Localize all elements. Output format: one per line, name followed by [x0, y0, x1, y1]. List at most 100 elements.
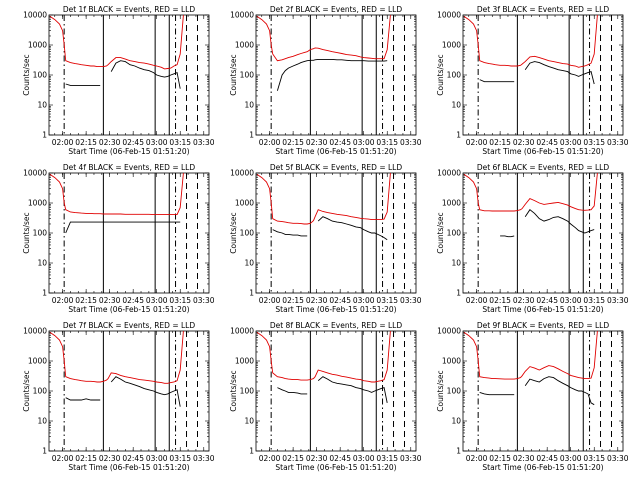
- y-tick-label: 1: [249, 289, 254, 298]
- y-tick-label: 10: [244, 259, 254, 268]
- x-tick-label: 02:15: [282, 138, 304, 147]
- x-axis-label: Start Time (06-Feb-15 01:51:20): [68, 463, 189, 472]
- x-tick-label: 02:45: [536, 138, 558, 147]
- y-tick-label: 1000: [442, 199, 461, 208]
- x-axis-label: Start Time (06-Feb-15 01:51:20): [275, 463, 396, 472]
- x-tick-label: 03:15: [169, 454, 191, 463]
- y-tick-label: 1: [42, 289, 47, 298]
- y-tick-label: 10000: [437, 327, 461, 336]
- x-tick-label: 02:30: [99, 454, 121, 463]
- x-tick-label: 02:30: [513, 454, 535, 463]
- x-tick-label: 02:45: [122, 138, 144, 147]
- x-tick-label: 02:00: [52, 454, 74, 463]
- x-tick-label: 03:30: [607, 296, 629, 305]
- y-tick-label: 10000: [230, 169, 254, 178]
- x-axis-label: Start Time (06-Feb-15 01:51:20): [68, 305, 189, 314]
- y-tick-label: 100: [447, 387, 462, 396]
- y-tick-label: 100: [33, 71, 48, 80]
- y-tick-label: 1000: [235, 199, 254, 208]
- x-tick-label: 03:15: [583, 296, 605, 305]
- plot-frame: [255, 172, 417, 294]
- y-axis-label: Counts/sec: [229, 212, 238, 253]
- x-axis-label: Start Time (06-Feb-15 01:51:20): [482, 147, 603, 156]
- plot-frame: [462, 172, 624, 294]
- y-tick-label: 1000: [442, 41, 461, 50]
- events-series-line: [65, 221, 181, 234]
- chart-title: Det 4f BLACK = Events, RED = LLD: [63, 163, 196, 172]
- y-tick-label: 1000: [442, 357, 461, 366]
- plot-frame: [462, 330, 624, 452]
- x-tick-label: 02:15: [282, 296, 304, 305]
- y-tick-label: 1000: [28, 357, 47, 366]
- y-tick-label: 1: [456, 447, 461, 456]
- x-tick-label: 02:15: [75, 138, 97, 147]
- chart-title: Det 5f BLACK = Events, RED = LLD: [270, 163, 403, 172]
- x-tick-label: 03:15: [169, 138, 191, 147]
- x-tick-label: 03:30: [193, 454, 215, 463]
- lld-series-line: [49, 172, 184, 216]
- events-series-line: [272, 216, 388, 241]
- lld-series-line: [49, 14, 184, 70]
- y-tick-label: 1000: [235, 41, 254, 50]
- y-tick-label: 1: [456, 131, 461, 140]
- x-tick-label: 02:15: [75, 296, 97, 305]
- x-tick-label: 03:30: [607, 138, 629, 147]
- x-tick-label: 03:00: [353, 454, 375, 463]
- x-axis-label: Start Time (06-Feb-15 01:51:20): [68, 147, 189, 156]
- chart-panel: Det 2f BLACK = Events, RED = LLD 1 10 100 10…: [229, 5, 422, 156]
- x-tick-label: 03:30: [400, 454, 422, 463]
- y-tick-label: 10000: [23, 327, 47, 336]
- chart-title: Det 3f BLACK = Events, RED = LLD: [477, 5, 610, 14]
- y-axis-label: Counts/sec: [22, 54, 31, 95]
- x-tick-label: 02:30: [306, 454, 328, 463]
- x-tick-label: 03:30: [193, 138, 215, 147]
- x-tick-label: 02:15: [75, 454, 97, 463]
- x-tick-label: 02:00: [259, 138, 281, 147]
- lld-series-line: [256, 330, 391, 383]
- y-tick-label: 10000: [23, 11, 47, 20]
- x-tick-label: 02:30: [513, 138, 535, 147]
- y-axis-label: Counts/sec: [229, 370, 238, 411]
- chart-panel: Det 4f BLACK = Events, RED = LLD 1 10 100 10…: [22, 163, 215, 314]
- chart-panel: Det 6f BLACK = Events, RED = LLD 1 10 100 10…: [436, 163, 629, 314]
- y-tick-label: 10: [37, 101, 47, 110]
- x-tick-label: 03:00: [353, 296, 375, 305]
- x-tick-label: 03:15: [376, 296, 398, 305]
- x-tick-label: 02:15: [489, 138, 511, 147]
- x-tick-label: 02:45: [536, 296, 558, 305]
- y-axis-label: Counts/sec: [229, 54, 238, 95]
- x-tick-label: 03:30: [607, 454, 629, 463]
- x-tick-label: 03:15: [583, 138, 605, 147]
- x-axis-label: Start Time (06-Feb-15 01:51:20): [482, 463, 603, 472]
- chart-title: Det 1f BLACK = Events, RED = LLD: [63, 5, 196, 14]
- chart-title: Det 9f BLACK = Events, RED = LLD: [477, 321, 610, 330]
- x-tick-label: 03:00: [146, 138, 168, 147]
- y-axis-label: Counts/sec: [22, 370, 31, 411]
- chart-panel: Det 5f BLACK = Events, RED = LLD 1 10 100 10…: [229, 163, 422, 314]
- lld-series-line: [49, 330, 184, 384]
- y-tick-label: 100: [447, 71, 462, 80]
- lld-series-line: [256, 14, 391, 62]
- y-tick-label: 10000: [230, 11, 254, 20]
- x-tick-label: 02:00: [259, 296, 281, 305]
- x-tick-label: 02:45: [329, 296, 351, 305]
- x-tick-label: 02:45: [122, 296, 144, 305]
- x-tick-label: 02:45: [536, 454, 558, 463]
- x-tick-label: 02:30: [513, 296, 535, 305]
- x-tick-label: 03:00: [146, 454, 168, 463]
- lld-series-line: [256, 172, 391, 225]
- x-tick-label: 03:30: [400, 138, 422, 147]
- plot-frame: [48, 330, 210, 452]
- events-series-line: [479, 376, 595, 406]
- y-tick-label: 10: [451, 259, 461, 268]
- x-tick-label: 02:00: [466, 296, 488, 305]
- y-tick-label: 10: [451, 417, 461, 426]
- plot-frame: [48, 14, 210, 136]
- events-series-line: [500, 209, 595, 238]
- y-axis-label: Counts/sec: [436, 370, 445, 411]
- y-tick-label: 100: [33, 229, 48, 238]
- y-tick-label: 10000: [230, 327, 254, 336]
- x-axis-label: Start Time (06-Feb-15 01:51:20): [275, 305, 396, 314]
- x-tick-label: 03:00: [560, 454, 582, 463]
